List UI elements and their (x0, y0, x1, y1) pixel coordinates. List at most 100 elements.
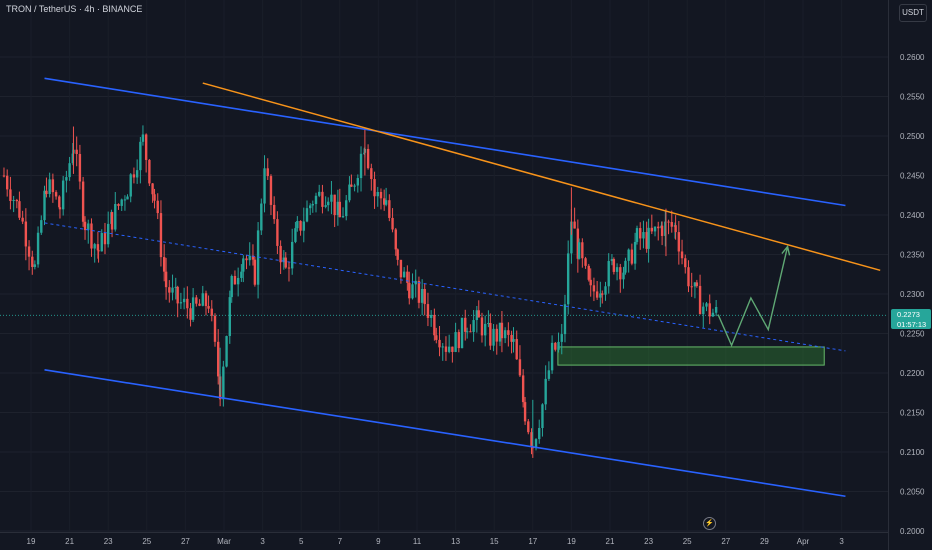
candle-body (544, 378, 547, 405)
time-tick-label: 3 (260, 537, 265, 546)
candle-body (521, 375, 525, 403)
candle-body (5, 175, 9, 190)
candle-body (336, 201, 340, 216)
price-tick-label: 0.2050 (900, 488, 925, 497)
candle-body (276, 219, 279, 246)
candle-body (557, 341, 560, 350)
candle-body (429, 314, 433, 318)
candle-body (135, 170, 139, 178)
candle-body (294, 228, 297, 242)
candle-body (547, 370, 551, 379)
candle-body (245, 258, 248, 261)
time-tick-label: 13 (451, 537, 460, 546)
candle-body (541, 404, 544, 429)
candle-body (538, 428, 541, 440)
price-tick-label: 0.2000 (900, 527, 925, 536)
candle-body (604, 286, 607, 295)
price-tick-label: 0.2250 (900, 330, 925, 339)
candle-body (253, 259, 257, 285)
candle-body (210, 308, 213, 316)
flash-icon[interactable]: ⚡ (703, 517, 716, 530)
candle-body (507, 330, 510, 335)
candle-body (189, 308, 192, 320)
candle-body (321, 191, 324, 207)
candle-body (584, 258, 587, 266)
candle-body (420, 289, 424, 303)
candle-body (33, 264, 37, 267)
candle-body (639, 228, 642, 239)
candle-body (110, 212, 114, 230)
candle-body (148, 159, 151, 184)
candle-body (228, 297, 231, 337)
candle-body (475, 310, 479, 321)
price-axis-ticks: 0.2600 0.2550 0.2500 0.2450 0.2400 0.2350 0.23… (900, 53, 925, 536)
projection-path (717, 246, 789, 348)
candle-body (622, 272, 625, 280)
candle-body (610, 259, 614, 262)
candle-body (379, 191, 383, 199)
candle-body (495, 328, 498, 342)
candle-body (472, 320, 475, 332)
candle-body (65, 177, 68, 181)
candle-body (217, 341, 220, 377)
candle-body (423, 289, 426, 305)
time-tick-label: 23 (644, 537, 653, 546)
candle-body (330, 194, 333, 202)
candle-body (153, 194, 156, 201)
price-axis-divider (888, 0, 889, 550)
candle-body (396, 249, 399, 260)
currency-button[interactable]: USDT (899, 4, 927, 22)
last-price-value: 0.2273 (897, 310, 920, 319)
price-tick-label: 0.2100 (900, 448, 925, 457)
candle-body (90, 223, 93, 249)
candle-body (233, 275, 237, 285)
candle-body (87, 223, 90, 231)
candle-body (12, 199, 15, 201)
candle-body (123, 199, 127, 201)
candle-body (58, 196, 61, 208)
candle-body (687, 267, 690, 287)
candle-body (693, 282, 697, 287)
candle-body (40, 220, 43, 233)
price-tick-label: 0.2400 (900, 211, 925, 220)
time-tick-label: 27 (181, 537, 190, 546)
candle-body (492, 328, 495, 346)
candle-body (75, 149, 78, 155)
price-tick-label: 0.2150 (900, 409, 925, 418)
candle-body (489, 322, 492, 346)
candle-body (650, 227, 654, 232)
candle-body (670, 222, 673, 227)
candle-body (182, 298, 186, 303)
candle-body (435, 335, 438, 340)
candle-body (266, 168, 269, 177)
candle-body (384, 200, 388, 205)
candle-body (324, 205, 327, 207)
candle-body (464, 317, 467, 332)
candle-body (601, 293, 604, 295)
candle-body (314, 195, 318, 205)
candle-body (402, 271, 406, 278)
drawings-layer (44, 77, 881, 498)
candle-body (530, 432, 533, 448)
candle-body (15, 199, 19, 202)
candle-body (21, 217, 24, 222)
candle-body (647, 227, 650, 249)
time-tick-label: 5 (299, 537, 304, 546)
candle-body (48, 179, 51, 195)
candle-body (512, 339, 515, 342)
candle-body (498, 322, 502, 342)
candle-body (677, 232, 681, 252)
support-zone (557, 346, 825, 366)
candle-body (327, 201, 330, 206)
time-tick-label: 25 (142, 537, 151, 546)
candle-body (311, 204, 314, 206)
candle-body (222, 366, 225, 400)
candle-body (248, 255, 251, 261)
candle-body (100, 233, 103, 252)
time-tick-label: 17 (528, 537, 537, 546)
candle-body (469, 331, 472, 333)
candle-body (503, 330, 507, 339)
candle-body (168, 287, 171, 293)
candle-body (477, 310, 480, 318)
